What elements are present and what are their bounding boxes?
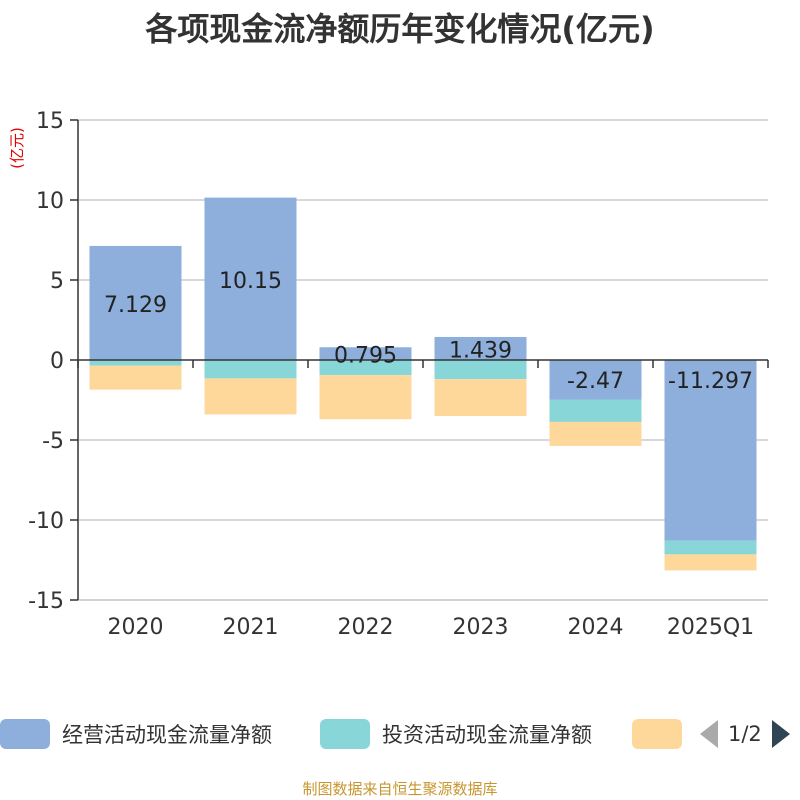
bar-series-0-2020[interactable]: [89, 245, 182, 360]
y-axis-unit-label: (亿元): [8, 127, 26, 169]
bars: [89, 197, 757, 571]
bar-series-2-2020[interactable]: [89, 365, 182, 390]
legend-item-financing[interactable]: [632, 716, 682, 752]
x-tick-label: 2021: [223, 615, 279, 640]
data-label: 1.439: [449, 338, 512, 363]
bar-series-2-2025Q1[interactable]: [664, 554, 757, 571]
legend-next-icon[interactable]: [771, 720, 790, 748]
bar-series-1-2020[interactable]: [89, 360, 182, 366]
bar-series-1-2022[interactable]: [319, 360, 412, 376]
y-tick-label: -10: [28, 509, 64, 534]
bar-series-2-2024[interactable]: [549, 421, 642, 446]
legend-label-investing: 投资活动现金流量净额: [382, 723, 592, 747]
bar-series-0-2023[interactable]: [434, 336, 527, 360]
legend-label-operating: 经营活动现金流量净额: [62, 723, 272, 747]
x-tick-label: 2025Q1: [667, 615, 754, 640]
data-label: -11.297: [668, 369, 753, 394]
chart-title: 各项现金流净额历年变化情况(亿元): [145, 10, 655, 48]
legend-page-indicator: 1/2: [728, 722, 762, 746]
bar-series-0-2021[interactable]: [204, 197, 297, 360]
y-tick-label: 5: [50, 269, 64, 294]
y-tick-label: 15: [36, 109, 64, 134]
y-tick-label: -5: [42, 429, 64, 454]
bar-series-0-2024[interactable]: [549, 360, 642, 400]
y-tick-label: -15: [28, 589, 64, 614]
bar-series-2-2023[interactable]: [434, 379, 527, 416]
bar-series-0-2022[interactable]: [319, 347, 412, 360]
x-tick-label: 2023: [453, 615, 509, 640]
data-label: 10.15: [219, 269, 282, 294]
source-note: 制图数据来自恒生聚源数据库: [302, 780, 498, 798]
legend: 经营活动现金流量净额 投资活动现金流量净额 1/2: [0, 716, 800, 756]
bar-series-2-2021[interactable]: [204, 378, 297, 415]
bar-series-1-2023[interactable]: [434, 360, 527, 380]
legend-swatch-financing: [632, 719, 682, 749]
bar-series-2-2022[interactable]: [319, 375, 412, 420]
x-tick-label: 2020: [108, 615, 164, 640]
legend-pager: 1/2: [700, 716, 790, 752]
data-label: 7.129: [104, 293, 167, 318]
legend-item-investing[interactable]: 投资活动现金流量净额: [320, 716, 592, 752]
y-tick-label: 0: [50, 349, 64, 374]
bar-series-0-2025Q1[interactable]: [664, 360, 757, 541]
x-tick-label: 2022: [338, 615, 394, 640]
data-label: 0.795: [334, 344, 397, 369]
chart-plot: 15 10 5 0 -5 -10 -15 2020 2021 2022 2023 2024 2025Q1…: [8, 109, 769, 640]
legend-swatch-operating: [0, 719, 50, 749]
legend-swatch-investing: [320, 719, 370, 749]
y-tick-label: 10: [36, 189, 64, 214]
legend-prev-icon[interactable]: [700, 720, 718, 748]
axes: 15 10 5 0 -5 -10 -15 2020 2021 2022 2023 2024 2025Q1: [28, 109, 769, 640]
bar-series-1-2024[interactable]: [549, 399, 642, 422]
data-labels: 7.129 10.15 0.795 1.439 -2.47 -11.297: [104, 269, 753, 394]
data-label: -2.47: [567, 369, 624, 394]
bar-series-1-2021[interactable]: [204, 360, 297, 379]
bar-series-1-2025Q1[interactable]: [664, 540, 757, 555]
grid-lines: [78, 119, 768, 601]
legend-item-operating[interactable]: 经营活动现金流量净额: [0, 716, 272, 752]
x-tick-label: 2024: [568, 615, 624, 640]
